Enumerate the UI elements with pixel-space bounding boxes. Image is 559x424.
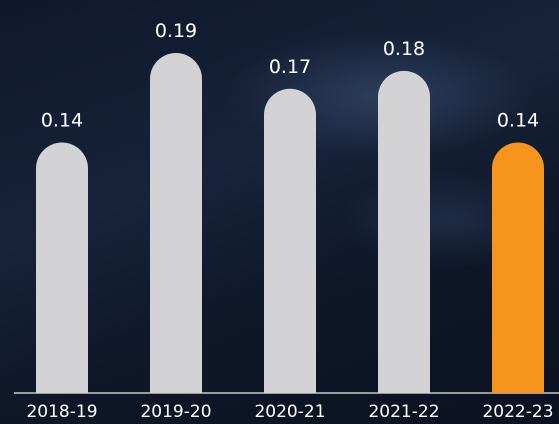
value-label-2018-19: 0.14 <box>41 109 83 131</box>
bar-2021-22 <box>378 70 430 393</box>
x-tick-label-2019-20: 2019-20 <box>140 402 211 422</box>
x-tick-label-2022-23: 2022-23 <box>482 402 553 422</box>
bars-group <box>36 53 544 393</box>
value-label-2020-21: 0.17 <box>269 56 311 78</box>
value-label-2022-23: 0.14 <box>497 109 539 131</box>
x-tick-label-2020-21: 2020-21 <box>254 402 325 422</box>
x-tick-labels-group: 2018-19 2019-20 2020-21 2021-22 2022-23 <box>26 402 553 422</box>
value-labels-group: 0.14 0.19 0.17 0.18 0.14 <box>41 20 539 131</box>
bar-2022-23 <box>492 142 544 393</box>
bar-2020-21 <box>264 88 316 393</box>
x-tick-label-2021-22: 2021-22 <box>368 402 439 422</box>
value-label-2021-22: 0.18 <box>383 38 425 60</box>
x-tick-label-2018-19: 2018-19 <box>26 402 97 422</box>
bar-2019-20 <box>150 53 202 393</box>
bar-2018-19 <box>36 142 88 393</box>
value-label-2019-20: 0.19 <box>155 20 197 42</box>
